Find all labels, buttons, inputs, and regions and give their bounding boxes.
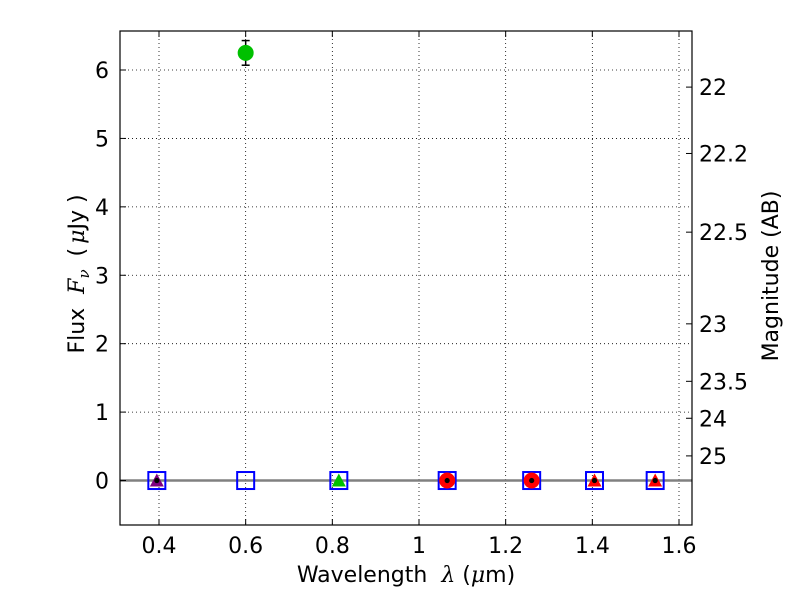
y2-tick-label: 22	[699, 76, 727, 101]
x-tick-label: 1.2	[488, 534, 523, 559]
x-tick-label: 0.4	[142, 534, 177, 559]
open-squares-point	[645, 471, 665, 491]
axis-ticks: 0.4 0.6 0.8 1 1.2 1.4 1.601234562222.222.52323…	[95, 31, 748, 559]
y2-tick-label: 25	[699, 445, 727, 470]
open-squares-point	[522, 471, 542, 491]
y-tick-label: 6	[95, 59, 109, 84]
right-axis-label: Magnitude (AB)	[759, 191, 784, 362]
y-tick-label: 1	[95, 401, 109, 426]
black-dots-point	[591, 477, 598, 484]
x-tick-label: 0.8	[315, 534, 350, 559]
black-dots-point	[154, 477, 160, 484]
y-axis-label: FluxFν (μJy )	[65, 194, 93, 353]
black-dots-point	[444, 477, 450, 484]
y2-tick-label: 22.2	[699, 142, 748, 167]
plot-frame	[119, 30, 693, 526]
x-tick-label: 1.4	[575, 534, 610, 559]
open-squares-point	[585, 471, 604, 491]
green-triangle-point	[331, 473, 346, 487]
x-tick-label: 1.6	[662, 534, 697, 559]
data-marks	[147, 39, 665, 491]
detection-point	[237, 44, 254, 61]
open-squares-point	[329, 471, 349, 491]
y-tick-label: 3	[95, 264, 109, 289]
y-tick-label: 2	[95, 333, 109, 358]
open-squares-point	[437, 471, 457, 491]
y-tick-label: 5	[95, 127, 109, 152]
y2-tick-label: 23.5	[699, 370, 748, 395]
x-tick-label: 1	[412, 534, 426, 559]
black-dots-point	[652, 477, 658, 484]
black-dots-point	[529, 477, 535, 484]
x-tick-label: 0.6	[228, 534, 263, 559]
y-tick-label: 0	[95, 470, 109, 495]
grid	[120, 31, 692, 525]
y2-tick-label: 22.5	[699, 221, 748, 246]
x-axis-label: Wavelength λ (μm)	[297, 563, 515, 588]
open-squares-point	[236, 471, 256, 491]
y2-tick-label: 23	[699, 313, 727, 338]
y-tick-label: 4	[95, 196, 109, 221]
y2-tick-label: 24	[699, 407, 727, 432]
open-squares-point	[147, 471, 167, 491]
